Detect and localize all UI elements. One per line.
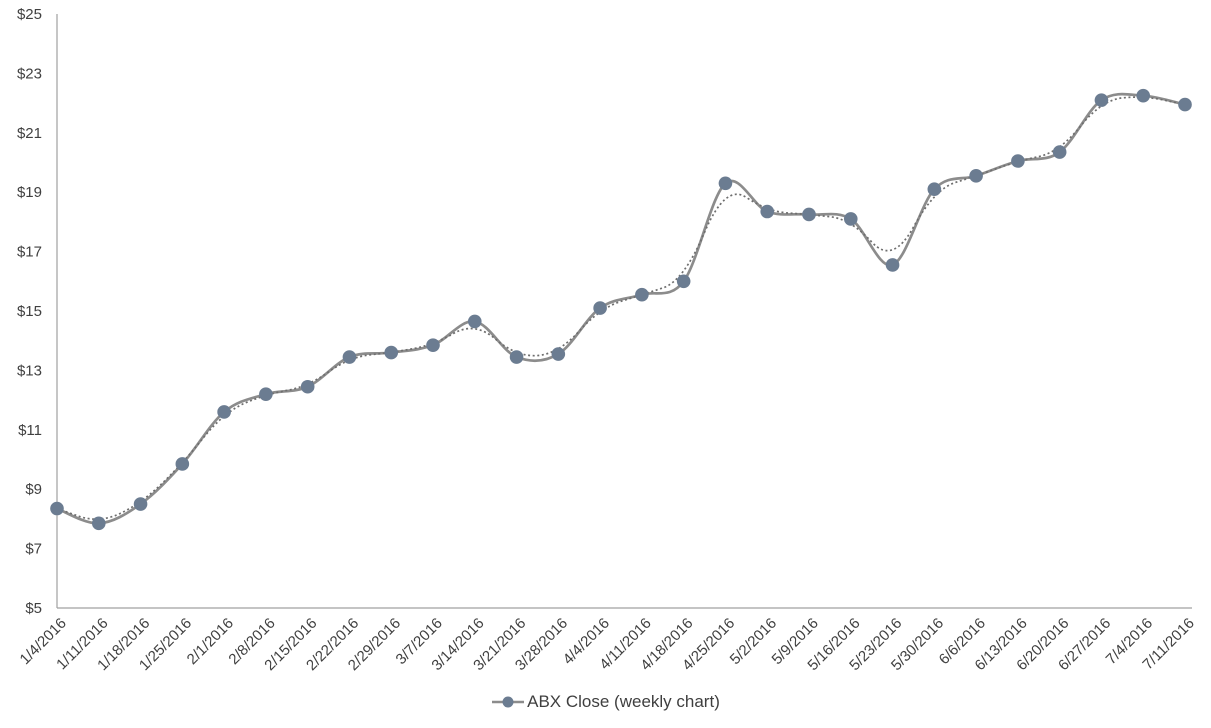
- data-point-marker: [1136, 88, 1151, 103]
- y-axis-tick-label: $9: [25, 481, 42, 498]
- data-point-marker: [133, 497, 148, 511]
- y-axis-tick-label: $13: [17, 362, 42, 379]
- legend-marker-dot: [502, 696, 514, 708]
- data-point-marker: [969, 169, 983, 183]
- data-point-marker: [426, 338, 440, 352]
- data-point-marker: [635, 287, 649, 302]
- data-point-marker: [843, 212, 858, 226]
- data-point-marker: [802, 207, 816, 222]
- data-point-marker: [593, 301, 607, 315]
- data-point-marker: [342, 350, 357, 364]
- data-point-marker: [718, 176, 733, 191]
- data-point-marker: [885, 258, 900, 272]
- y-axis-tick-label: $17: [17, 244, 42, 261]
- data-point-marker: [259, 387, 273, 401]
- chart-legend: ABX Close (weekly chart): [0, 689, 1211, 715]
- trendline-dotted: [56, 96, 1186, 520]
- data-point-marker: [1178, 97, 1192, 112]
- data-point-marker: [175, 457, 190, 471]
- data-point-marker: [927, 182, 942, 197]
- data-point-marker: [217, 405, 231, 419]
- legend-series-label: ABX Close (weekly chart): [527, 692, 720, 711]
- legend-line-marker-icon: [492, 696, 525, 708]
- data-point-marker: [467, 314, 482, 329]
- data-point-marker: [676, 274, 691, 289]
- y-axis-tick-label: $21: [17, 125, 42, 142]
- data-point-marker: [91, 516, 106, 531]
- data-point-marker: [1052, 145, 1067, 159]
- y-axis-tick-label: $23: [17, 65, 42, 82]
- data-point-marker: [384, 345, 399, 360]
- data-point-marker: [50, 501, 64, 516]
- chart-plot-area: $5$7$9$11$13$15$17$19$21$23$251/4/20161/…: [17, 6, 1198, 674]
- y-axis-tick-label: $5: [25, 600, 42, 617]
- data-point-marker: [300, 379, 315, 394]
- y-axis-tick-label: $7: [25, 541, 42, 558]
- y-axis-tick-label: $15: [17, 303, 42, 320]
- data-point-marker: [760, 204, 775, 219]
- data-point-marker: [1011, 154, 1025, 168]
- data-point-marker: [551, 347, 566, 361]
- y-axis-tick-label: $19: [17, 184, 42, 201]
- data-point-marker: [1094, 93, 1109, 107]
- data-point-marker: [509, 350, 524, 364]
- y-axis-tick-label: $25: [17, 6, 42, 23]
- y-axis-tick-label: $11: [18, 422, 42, 439]
